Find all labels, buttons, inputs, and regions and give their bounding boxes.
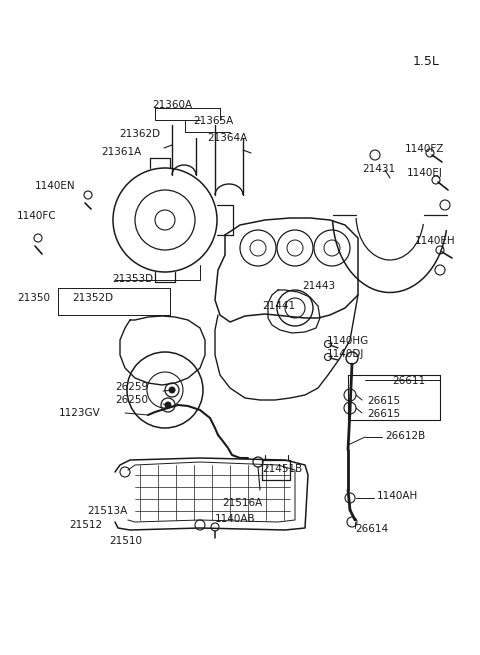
Text: 1140HG: 1140HG xyxy=(327,336,369,346)
Text: 26614: 26614 xyxy=(355,524,388,534)
Text: 21510: 21510 xyxy=(109,536,142,546)
Text: 1140AH: 1140AH xyxy=(377,491,418,501)
Text: 21516A: 21516A xyxy=(222,498,262,508)
Text: 1140FZ: 1140FZ xyxy=(405,144,444,154)
Circle shape xyxy=(165,402,171,408)
Text: 21350: 21350 xyxy=(17,293,50,303)
Text: 21353D: 21353D xyxy=(112,274,153,284)
Text: 1140AB: 1140AB xyxy=(215,514,256,524)
Text: 21360A: 21360A xyxy=(152,100,192,110)
Text: 26612B: 26612B xyxy=(385,431,425,441)
Text: 21443: 21443 xyxy=(302,281,335,291)
Text: 1140EN: 1140EN xyxy=(35,181,76,191)
Text: 21361A: 21361A xyxy=(101,147,141,157)
Text: 1140EJ: 1140EJ xyxy=(407,168,443,178)
Text: 1.5L: 1.5L xyxy=(413,55,440,68)
Text: 26615: 26615 xyxy=(367,396,400,406)
Text: 26250: 26250 xyxy=(115,395,148,405)
Text: 21365A: 21365A xyxy=(193,116,233,126)
Text: 26611: 26611 xyxy=(392,376,425,386)
Text: 1140FC: 1140FC xyxy=(17,211,57,221)
Text: 21364A: 21364A xyxy=(207,133,247,143)
Text: 21431: 21431 xyxy=(362,164,395,174)
Text: 1140DJ: 1140DJ xyxy=(327,349,364,359)
Text: 21352D: 21352D xyxy=(72,293,113,303)
Circle shape xyxy=(169,387,175,393)
Text: 21451B: 21451B xyxy=(262,464,302,474)
Text: 21362D: 21362D xyxy=(119,129,160,139)
Text: 1140EH: 1140EH xyxy=(415,236,456,246)
Text: 26259: 26259 xyxy=(115,382,148,392)
Text: 21513A: 21513A xyxy=(87,506,127,516)
Text: 1123GV: 1123GV xyxy=(59,408,101,418)
Text: 21441: 21441 xyxy=(262,301,295,311)
Text: 26615: 26615 xyxy=(367,409,400,419)
Text: 21512: 21512 xyxy=(69,520,102,530)
